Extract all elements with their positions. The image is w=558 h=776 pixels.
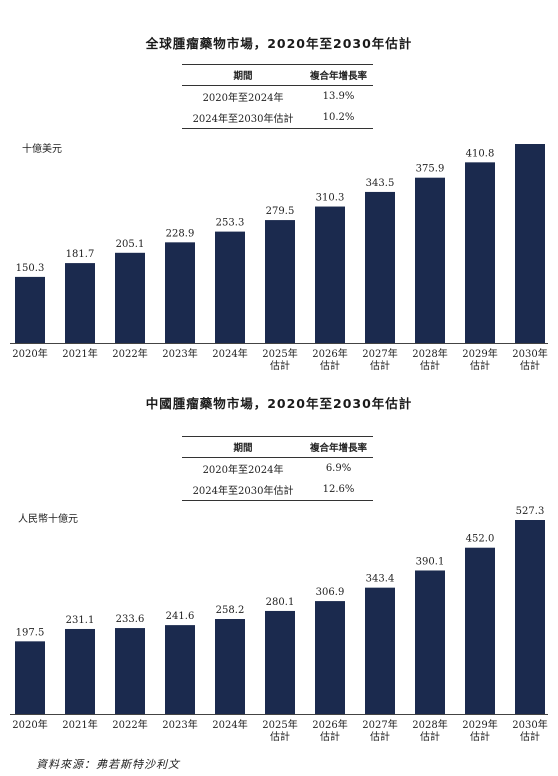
x-tick-label: 2021年 (62, 718, 97, 731)
data-label: 231.1 (66, 615, 95, 626)
data-label: 527.3 (516, 506, 545, 517)
chart-2-bar-chart: 197.5 2020年 231.1 2021年 233.6 2022年 241.6 2023年… (10, 506, 548, 743)
cagr-rate: 10.2% (304, 107, 373, 129)
x-tick-label: 2026年 (312, 347, 347, 360)
bar (15, 276, 45, 343)
data-label: 150.3 (16, 263, 45, 274)
x-tick-label: 2027年 (362, 718, 397, 731)
x-tick-label: 2021年 (62, 347, 97, 360)
data-label: 241.6 (166, 611, 195, 622)
bar (415, 177, 445, 343)
bar (165, 242, 195, 343)
bar (315, 206, 345, 343)
data-label: 306.9 (316, 587, 345, 598)
data-label: 233.6 (116, 614, 145, 625)
x-tick-label: 2028年 (412, 718, 447, 731)
bar (265, 220, 295, 343)
x-tick-label: 估計 (420, 730, 440, 743)
x-tick-label: 2023年 (162, 718, 197, 731)
bar (365, 587, 395, 714)
chart-2-title: 中國腫瘤藥物市場，2020年至2030年估計 (145, 396, 413, 411)
bar (215, 231, 245, 343)
bar (265, 610, 295, 714)
data-label: 280.1 (266, 597, 295, 608)
data-label: 205.1 (116, 239, 145, 250)
x-tick-label: 2026年 (312, 718, 347, 731)
x-tick-label: 估計 (470, 359, 490, 372)
cagr-header-rate: 複合年增長率 (304, 436, 373, 458)
cagr-rate: 6.9% (325, 463, 352, 474)
bar (465, 547, 495, 714)
chart-2-cagr-table: 期間 複合年增長率 2020年至2024年 6.9% 2024年至2030年估計… (182, 436, 373, 501)
x-tick-label: 2020年 (12, 347, 47, 360)
bar (315, 601, 345, 714)
chart-1-bar-chart: 150.3 2020年 181.7 2021年 205.1 2022年 228.9 2023年… (10, 140, 548, 372)
bar (15, 641, 45, 714)
x-tick-label: 2024年 (212, 718, 247, 731)
x-tick-label: 2022年 (112, 347, 147, 360)
x-tick-label: 2029年 (462, 718, 497, 731)
chart-1-cagr-table: 期間 複合年增長率 2020年至2024年 13.9% 2024年至2030年估… (182, 64, 373, 129)
data-label: 310.3 (316, 193, 345, 204)
x-tick-label: 估計 (370, 730, 390, 743)
x-tick-label: 2024年 (212, 347, 247, 360)
cagr-header-period: 期間 (182, 64, 305, 86)
x-tick-label: 2025年 (262, 347, 297, 360)
cagr-header-period: 期間 (182, 436, 305, 458)
x-tick-label: 估計 (320, 730, 340, 743)
cagr-period: 2024年至2030年估計 (182, 107, 305, 129)
bar (65, 628, 95, 714)
x-tick-label: 估計 (470, 730, 490, 743)
data-label: 452.0 (466, 534, 495, 545)
bar (365, 191, 395, 343)
x-tick-label: 估計 (270, 359, 290, 372)
data-label: 452.5 (516, 140, 545, 141)
data-label: 197.5 (16, 627, 45, 638)
bar (65, 263, 95, 343)
cagr-rate: 13.9% (322, 91, 355, 102)
data-label: 410.8 (466, 148, 495, 159)
x-tick-label: 2030年 (512, 718, 547, 731)
bar (515, 144, 545, 343)
x-tick-label: 2027年 (362, 347, 397, 360)
x-tick-label: 2025年 (262, 718, 297, 731)
x-tick-label: 2023年 (162, 347, 197, 360)
bar (115, 252, 145, 343)
x-tick-label: 2020年 (12, 718, 47, 731)
chart-1-title: 全球腫瘤藥物市場，2020年至2030年估計 (145, 36, 413, 51)
data-label: 258.2 (216, 605, 245, 616)
x-tick-label: 估計 (420, 359, 440, 372)
data-label: 228.9 (166, 228, 195, 239)
cagr-period: 2020年至2024年 (202, 93, 284, 104)
data-label: 279.5 (266, 206, 295, 217)
x-tick-label: 估計 (320, 359, 340, 372)
data-label: 390.1 (416, 556, 445, 567)
x-tick-label: 估計 (270, 730, 290, 743)
bar (115, 628, 145, 714)
bar (515, 520, 545, 714)
cagr-period: 2020年至2024年 (202, 465, 284, 476)
data-label: 343.5 (366, 178, 395, 189)
x-tick-label: 2030年 (512, 347, 547, 360)
data-label: 181.7 (66, 249, 95, 260)
data-label: 253.3 (216, 218, 245, 229)
source-note: 資料來源：弗若斯特沙利文 (36, 758, 180, 771)
data-label: 343.4 (366, 574, 395, 585)
cagr-period: 2024年至2030年估計 (182, 479, 305, 501)
chart-2-unit-label: 人民幣十億元 (18, 514, 78, 525)
x-tick-label: 2028年 (412, 347, 447, 360)
x-tick-label: 估計 (520, 730, 540, 743)
bar (165, 625, 195, 714)
cagr-header-rate: 複合年增長率 (304, 64, 373, 86)
chart-1-unit-label: 十億美元 (22, 144, 62, 155)
bar (215, 619, 245, 714)
x-tick-label: 2029年 (462, 347, 497, 360)
x-tick-label: 2022年 (112, 718, 147, 731)
bar (415, 570, 445, 714)
cagr-rate: 12.6% (304, 479, 373, 501)
bar (465, 162, 495, 343)
data-label: 375.9 (416, 164, 445, 175)
x-tick-label: 估計 (370, 359, 390, 372)
x-tick-label: 估計 (520, 359, 540, 372)
